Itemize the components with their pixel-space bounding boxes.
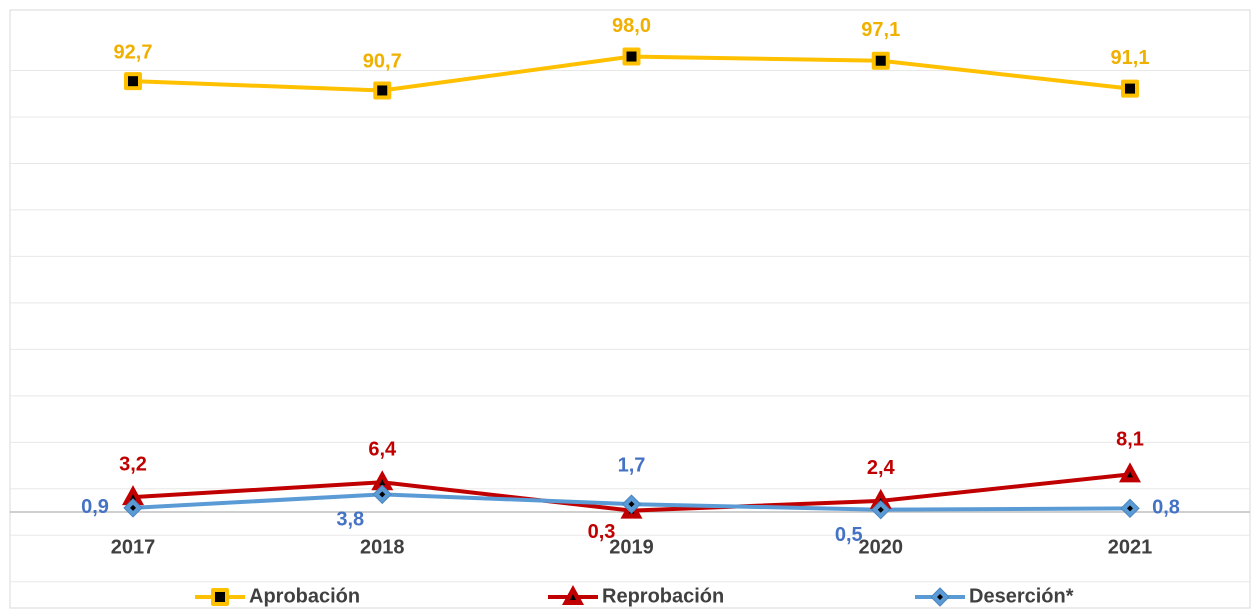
x-tick-label: 2017	[111, 536, 156, 558]
data-label: 3,2	[119, 453, 147, 475]
legend-label: Reprobación	[602, 585, 724, 607]
marker-center	[626, 51, 637, 62]
data-label: 97,1	[861, 19, 900, 41]
marker-center	[379, 491, 386, 498]
marker-center	[1127, 505, 1133, 512]
legend-item: Reprobación	[548, 585, 724, 607]
marker-center	[877, 506, 884, 513]
legend-item: Aprobación	[195, 585, 360, 607]
data-label: 8,1	[1116, 429, 1144, 451]
marker-center	[377, 85, 388, 96]
marker-center	[875, 55, 886, 66]
data-label: 92,7	[114, 41, 153, 63]
marker-center	[379, 479, 386, 486]
data-label: 2,4	[867, 457, 896, 479]
x-tick-label: 2018	[360, 536, 405, 558]
data-label: 6,4	[368, 439, 397, 461]
marker-center	[1127, 471, 1133, 478]
marker-center	[128, 76, 138, 87]
marker-center	[130, 504, 136, 511]
data-label: 98,0	[612, 15, 651, 37]
legend-label: Deserción*	[969, 585, 1074, 607]
legend-label: Aprobación	[249, 585, 360, 607]
marker-center	[130, 494, 136, 501]
data-label: 0,9	[81, 496, 109, 518]
marker-center	[570, 594, 576, 600]
x-tick-label: 2020	[859, 536, 904, 558]
data-label: 0,5	[835, 524, 863, 546]
legend-item: Deserción*	[915, 585, 1074, 607]
marker-center	[937, 594, 943, 600]
data-label: 0,8	[1152, 497, 1180, 519]
x-tick-label: 2021	[1108, 536, 1153, 558]
data-label: 0,3	[588, 521, 616, 543]
data-label: 90,7	[363, 51, 402, 73]
marker-center	[215, 592, 225, 602]
data-label: 91,1	[1111, 47, 1150, 69]
data-label: 1,7	[618, 454, 646, 476]
x-tick-label: 2019	[609, 536, 654, 558]
data-label: 3,8	[336, 509, 364, 531]
marker-center	[1125, 83, 1135, 94]
marker-center	[628, 501, 635, 508]
